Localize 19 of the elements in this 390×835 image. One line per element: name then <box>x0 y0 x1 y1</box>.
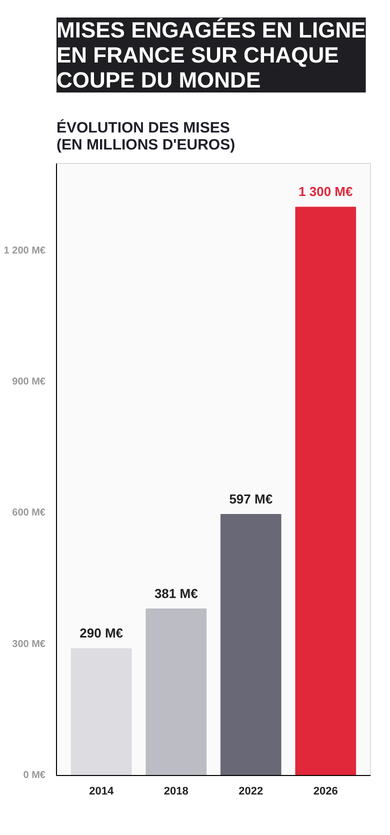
chart-title: MISES ENGAGÉES EN LIGNE EN FRANCE SUR CHAQUE COUPE DU MONDE <box>56 18 366 92</box>
y-tick-label: 600 M€ <box>12 508 46 519</box>
data-label: 597 M€ <box>229 492 273 507</box>
x-tick-label: 2018 <box>164 786 188 798</box>
bar <box>70 648 132 776</box>
bar <box>220 514 282 776</box>
bar <box>295 206 356 776</box>
x-tick-label: 2026 <box>313 786 338 798</box>
bar <box>146 608 207 776</box>
chart-subtitle: ÉVOLUTION DES MISES (EN MILLIONS D'EUROS) <box>56 118 236 154</box>
data-label: 290 M€ <box>80 626 124 641</box>
x-tick-label: 2014 <box>89 786 114 798</box>
data-label: 381 M€ <box>154 586 198 601</box>
y-tick-label: 900 M€ <box>12 376 46 388</box>
y-tick-label: 1 200 M€ <box>4 245 46 256</box>
y-tick-label: 300 M€ <box>12 638 46 650</box>
data-label: 1 300 M€ <box>298 184 353 200</box>
y-tick-label: 0 M€ <box>23 770 46 781</box>
x-tick-label: 2022 <box>238 786 264 798</box>
